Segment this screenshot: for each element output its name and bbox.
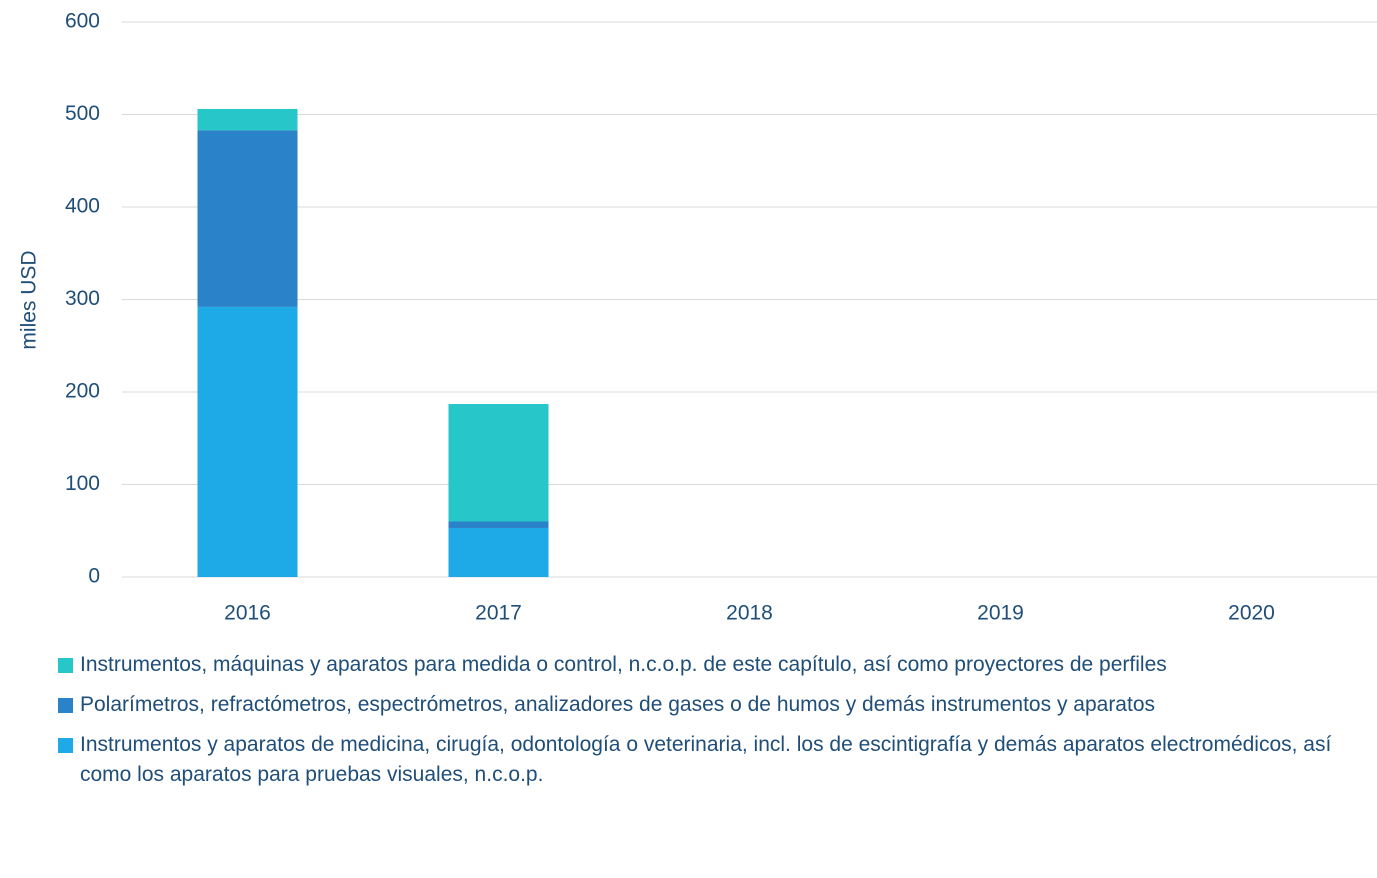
bar-segment [448,521,549,528]
x-tick-label: 2019 [977,602,1024,625]
legend-swatch [58,738,73,753]
y-tick-label: 200 [65,380,100,403]
legend: Instrumentos, máquinas y aparatos para m… [58,650,1373,800]
bar-segment [197,130,298,307]
legend-label: Instrumentos, máquinas y aparatos para m… [80,653,1167,676]
x-tick-label: 2016 [224,602,271,625]
bar-segment [448,404,549,522]
legend-item: Instrumentos, máquinas y aparatos para m… [58,650,1373,680]
bar-segment [197,306,298,577]
y-tick-label: 100 [65,472,100,495]
y-tick-label: 500 [65,102,100,125]
x-tick-label: 2020 [1228,602,1275,625]
bar-segment [197,108,298,131]
bar-segment [448,527,549,577]
y-tick-label: 300 [65,287,100,310]
legend-swatch [58,658,73,673]
legend-label: Polarímetros, refractómetros, espectróme… [80,693,1155,716]
y-tick-label: 600 [65,10,100,33]
y-tick-label: 400 [65,195,100,218]
x-tick-label: 2018 [726,602,773,625]
y-tick-label: 0 [88,565,100,588]
legend-label: Instrumentos y aparatos de medicina, cir… [80,733,1332,786]
chart: miles USD 0 100 200 300 400 500 600 2016 2017 201… [18,10,1377,625]
legend-item: Instrumentos y aparatos de medicina, cir… [58,730,1373,790]
legend-swatch [58,698,73,713]
y-axis-label: miles USD [18,250,41,349]
x-tick-label: 2017 [475,602,522,625]
legend-item: Polarímetros, refractómetros, espectróme… [58,690,1373,720]
